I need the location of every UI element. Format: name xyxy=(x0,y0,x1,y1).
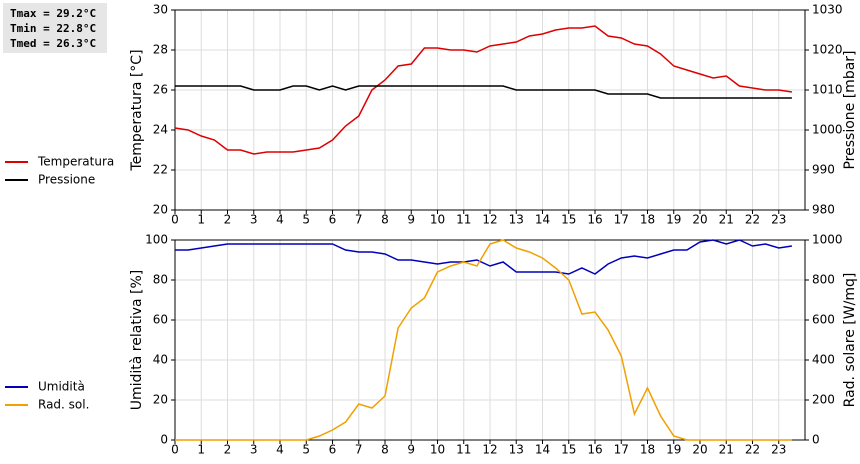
x-tick-label: 0 xyxy=(171,443,179,457)
x-tick-label: 16 xyxy=(587,443,602,457)
x-tick-label: 13 xyxy=(509,443,524,457)
x-tick-label: 4 xyxy=(276,213,284,227)
stats-box xyxy=(3,3,107,53)
x-tick-label: 1 xyxy=(197,443,205,457)
x-tick-label: 3 xyxy=(250,213,258,227)
x-tick-label: 18 xyxy=(640,443,655,457)
x-tick-label: 3 xyxy=(250,443,258,457)
plot-frame xyxy=(174,9,806,211)
y-axis-label: Umidità relativa [%] xyxy=(129,270,145,411)
y-tick-label: 30 xyxy=(153,3,168,17)
y2-tick-label: 1000 xyxy=(812,233,843,247)
x-tick-label: 21 xyxy=(719,443,734,457)
x-tick-label: 20 xyxy=(692,213,707,227)
x-tick-label: 18 xyxy=(640,213,655,227)
y-tick-label: 20 xyxy=(153,203,168,217)
x-tick-label: 15 xyxy=(561,213,576,227)
y2-tick-label: 200 xyxy=(812,393,835,407)
x-tick-label: 22 xyxy=(745,443,760,457)
y2-tick-label: 990 xyxy=(812,163,835,177)
y-tick-label: 28 xyxy=(153,43,168,57)
x-tick-label: 1 xyxy=(197,213,205,227)
x-tick-label: 19 xyxy=(666,213,681,227)
x-tick-label: 23 xyxy=(771,443,786,457)
x-tick-label: 7 xyxy=(355,443,363,457)
x-tick-label: 7 xyxy=(355,213,363,227)
x-tick-label: 5 xyxy=(302,443,310,457)
x-tick-label: 8 xyxy=(381,213,389,227)
y-tick-label: 22 xyxy=(153,163,168,177)
y-axis-label: Temperatura [°C] xyxy=(129,49,145,171)
y-tick-label: 80 xyxy=(153,273,168,287)
x-tick-label: 21 xyxy=(719,213,734,227)
y-tick-label: 60 xyxy=(153,313,168,327)
x-tick-label: 5 xyxy=(302,213,310,227)
x-tick-label: 12 xyxy=(482,213,497,227)
x-tick-label: 6 xyxy=(329,443,337,457)
x-tick-label: 11 xyxy=(456,213,471,227)
x-tick-label: 19 xyxy=(666,443,681,457)
y2-tick-label: 400 xyxy=(812,353,835,367)
y-tick-label: 20 xyxy=(153,393,168,407)
stats-text: Tmax = 29.2°C xyxy=(10,7,96,20)
x-tick-label: 0 xyxy=(171,213,179,227)
x-tick-label: 10 xyxy=(430,443,445,457)
legend-label: Pressione xyxy=(38,173,95,187)
y-tick-label: 26 xyxy=(153,83,168,97)
x-tick-label: 22 xyxy=(745,213,760,227)
x-tick-label: 10 xyxy=(430,213,445,227)
x-tick-label: 14 xyxy=(535,443,550,457)
x-tick-label: 2 xyxy=(224,213,232,227)
y2-tick-label: 0 xyxy=(812,433,820,447)
x-tick-label: 9 xyxy=(407,443,415,457)
y2-axis-label: Rad. solare [W/mq] xyxy=(842,273,858,408)
y2-tick-label: 1020 xyxy=(812,43,843,57)
y-tick-label: 40 xyxy=(153,353,168,367)
legend-label: Umidità xyxy=(38,380,85,394)
x-tick-label: 17 xyxy=(614,213,629,227)
stats-text: Tmed = 26.3°C xyxy=(10,37,96,50)
y2-tick-label: 1010 xyxy=(812,83,843,97)
y2-tick-label: 980 xyxy=(812,203,835,217)
x-tick-label: 13 xyxy=(509,213,524,227)
series-line xyxy=(175,239,792,441)
series-line xyxy=(174,25,793,155)
x-tick-label: 16 xyxy=(587,213,602,227)
y2-tick-label: 800 xyxy=(812,273,835,287)
x-tick-label: 11 xyxy=(456,443,471,457)
legend-label: Temperatura xyxy=(37,155,114,169)
x-tick-label: 14 xyxy=(535,213,550,227)
y2-tick-label: 600 xyxy=(812,313,835,327)
x-tick-label: 8 xyxy=(381,443,389,457)
series-line xyxy=(175,85,792,99)
y2-axis-label: Pressione [mbar] xyxy=(842,50,858,169)
y-tick-label: 0 xyxy=(160,433,168,447)
legend-label: Rad. sol. xyxy=(38,398,89,412)
series-line xyxy=(175,239,793,275)
plot-frame xyxy=(174,239,806,441)
x-tick-label: 6 xyxy=(329,213,337,227)
x-tick-label: 20 xyxy=(692,443,707,457)
x-tick-label: 4 xyxy=(276,443,284,457)
y2-tick-label: 1030 xyxy=(812,3,843,17)
x-tick-label: 2 xyxy=(224,443,232,457)
x-tick-label: 23 xyxy=(771,213,786,227)
x-tick-label: 17 xyxy=(614,443,629,457)
y-tick-label: 100 xyxy=(145,233,168,247)
x-tick-label: 12 xyxy=(482,443,497,457)
y2-tick-label: 1000 xyxy=(812,123,843,137)
x-tick-label: 15 xyxy=(561,443,576,457)
x-tick-label: 9 xyxy=(407,213,415,227)
stats-text: Tmin = 22.8°C xyxy=(10,22,96,35)
y-tick-label: 24 xyxy=(153,123,168,137)
